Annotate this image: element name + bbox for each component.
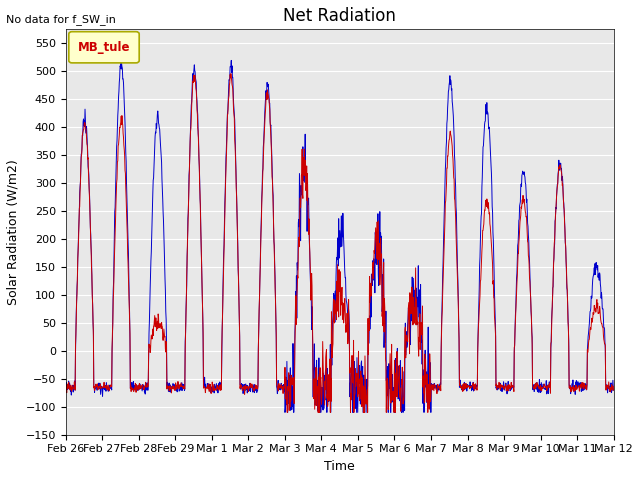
RNet_tule xyxy=(497,384,505,390)
RNet_wat xyxy=(281,409,289,415)
RNet_wat xyxy=(497,388,505,394)
RNet_tule xyxy=(184,238,191,243)
RNet_tule xyxy=(170,385,178,391)
Line: RNet_wat: RNet_wat xyxy=(65,60,614,412)
RNet_wat xyxy=(227,58,235,63)
RNet_tule xyxy=(284,409,291,415)
Y-axis label: Solar Radiation (W/m2): Solar Radiation (W/m2) xyxy=(7,159,20,305)
RNet_wat xyxy=(184,243,191,249)
RNet_tule xyxy=(545,381,553,387)
RNet_tule xyxy=(245,384,253,389)
Line: RNet_tule: RNet_tule xyxy=(65,73,614,412)
Title: Net Radiation: Net Radiation xyxy=(284,7,396,25)
RNet_wat xyxy=(610,387,618,393)
RNet_wat xyxy=(545,379,553,384)
RNet_tule xyxy=(227,71,235,76)
RNet_tule xyxy=(610,387,618,393)
RNet_tule xyxy=(426,406,433,412)
RNet_wat xyxy=(426,367,433,373)
RNet_wat xyxy=(245,388,253,394)
X-axis label: Time: Time xyxy=(324,460,355,473)
RNet_wat xyxy=(61,382,69,387)
Text: MB_tule: MB_tule xyxy=(77,41,131,54)
Text: No data for f_SW_in: No data for f_SW_in xyxy=(6,14,116,25)
RNet_wat xyxy=(170,385,178,391)
RNet_tule xyxy=(61,387,69,393)
